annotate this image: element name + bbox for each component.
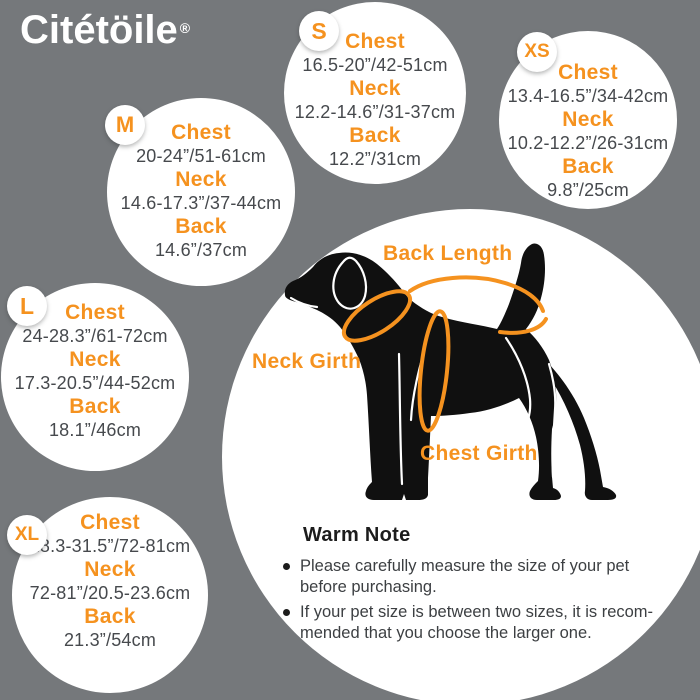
dog-far-hind-leg: [540, 356, 617, 500]
neck-value: 17.3-20.5”/44-52cm: [14, 373, 176, 393]
back-value: 9.8”/25cm: [547, 180, 629, 200]
back-label: Back: [349, 124, 401, 147]
neck-girth-label: Neck Girth: [252, 350, 362, 373]
size-badge-xl: XL: [7, 515, 47, 555]
back-value: 21.3”/54cm: [63, 630, 157, 650]
back-length-arc-bottom: [498, 317, 548, 335]
neck-value: 72-81”/20.5-23.6cm: [29, 583, 191, 603]
brand-name: Citétöile: [20, 8, 178, 52]
size-code-m: M: [115, 112, 135, 137]
chest-girth-label: Chest Girth: [420, 442, 538, 465]
size-badge-xs: XS: [517, 32, 557, 72]
chest-value: 28.3-31.5”/72-81cm: [29, 536, 191, 556]
size-code-xs: XS: [524, 41, 550, 62]
neck-girth-ring: [341, 289, 413, 343]
size-code-s: S: [311, 17, 327, 44]
size-circle-l: L Chest 24-28.3”/61-72cm Neck 17.3-20.5”…: [1, 283, 189, 471]
chest-value: 13.4-16.5”/34-42cm: [507, 86, 669, 106]
warm-note-bullet-1-text: Please carefully measure the size of you…: [300, 557, 630, 596]
brand-logo: Citétöile ®: [20, 8, 191, 52]
back-label: Back: [84, 605, 136, 628]
neck-label: Neck: [175, 168, 227, 191]
bullet-dot-icon: [283, 563, 290, 570]
dog-hind-leg-line: [547, 362, 557, 479]
warm-note-bullet-1: Please carefully measure the size of you…: [283, 556, 683, 598]
back-value: 14.6”/37cm: [154, 240, 248, 260]
size-circle-xs: XS Chest 13.4-16.5”/34-42cm Neck 10.2-12…: [499, 31, 677, 209]
warm-note-bullet-2-text: If your pet size is between two sizes, i…: [300, 603, 654, 642]
neck-value: 10.2-12.2”/26-31cm: [507, 133, 669, 153]
neck-value: 12.2-14.6”/31-37cm: [294, 102, 456, 122]
registered-mark: ®: [179, 20, 191, 36]
warm-note-bullet-2: If your pet size is between two sizes, i…: [283, 602, 683, 644]
chest-value: 20-24”/51-61cm: [136, 146, 266, 166]
chest-label: Chest: [558, 61, 618, 84]
warm-note-title: Warm Note: [303, 524, 411, 546]
dog-mouth-line: [289, 296, 319, 309]
back-length-label: Back Length: [383, 242, 513, 265]
back-length-arc-top: [408, 275, 545, 313]
bullet-dot-icon: [283, 609, 290, 616]
chest-label: Chest: [65, 301, 125, 324]
size-code-xl: XL: [14, 524, 40, 545]
size-badge-s: S: [299, 11, 339, 51]
chest-label: Chest: [80, 511, 140, 534]
neck-label: Neck: [349, 77, 401, 100]
back-value: 12.2”/31cm: [328, 149, 422, 169]
size-circle-xl: XL Chest 28.3-31.5”/72-81cm Neck 72-81”/…: [7, 497, 208, 693]
chest-girth-ring: [417, 309, 451, 433]
dog-ear-outline: [332, 256, 368, 310]
chest-label: Chest: [345, 30, 405, 53]
dog-front-leg-line: [397, 352, 404, 486]
size-code-l: L: [19, 292, 35, 319]
back-label: Back: [69, 395, 121, 418]
size-circle-s: S Chest 16.5-20”/42-51cm Neck 12.2-14.6”…: [284, 2, 466, 184]
back-label: Back: [562, 155, 614, 178]
neck-label: Neck: [562, 108, 614, 131]
chest-value: 24-28.3”/61-72cm: [22, 326, 168, 346]
back-label: Back: [175, 215, 227, 238]
chest-label: Chest: [171, 121, 231, 144]
neck-label: Neck: [69, 348, 121, 371]
size-badge-m: M: [105, 105, 145, 145]
neck-label: Neck: [84, 558, 136, 581]
size-circle-m: M Chest 20-24”/51-61cm Neck 14.6-17.3”/3…: [105, 98, 295, 286]
warm-note-section: Warm Note Please carefully measure the s…: [283, 524, 683, 648]
dog-thigh-line: [504, 336, 532, 432]
back-value: 18.1”/46cm: [48, 420, 142, 440]
size-badge-l: L: [7, 286, 47, 326]
chest-value: 16.5-20”/42-51cm: [302, 55, 448, 75]
neck-value: 14.6-17.3”/37-44cm: [120, 193, 282, 213]
